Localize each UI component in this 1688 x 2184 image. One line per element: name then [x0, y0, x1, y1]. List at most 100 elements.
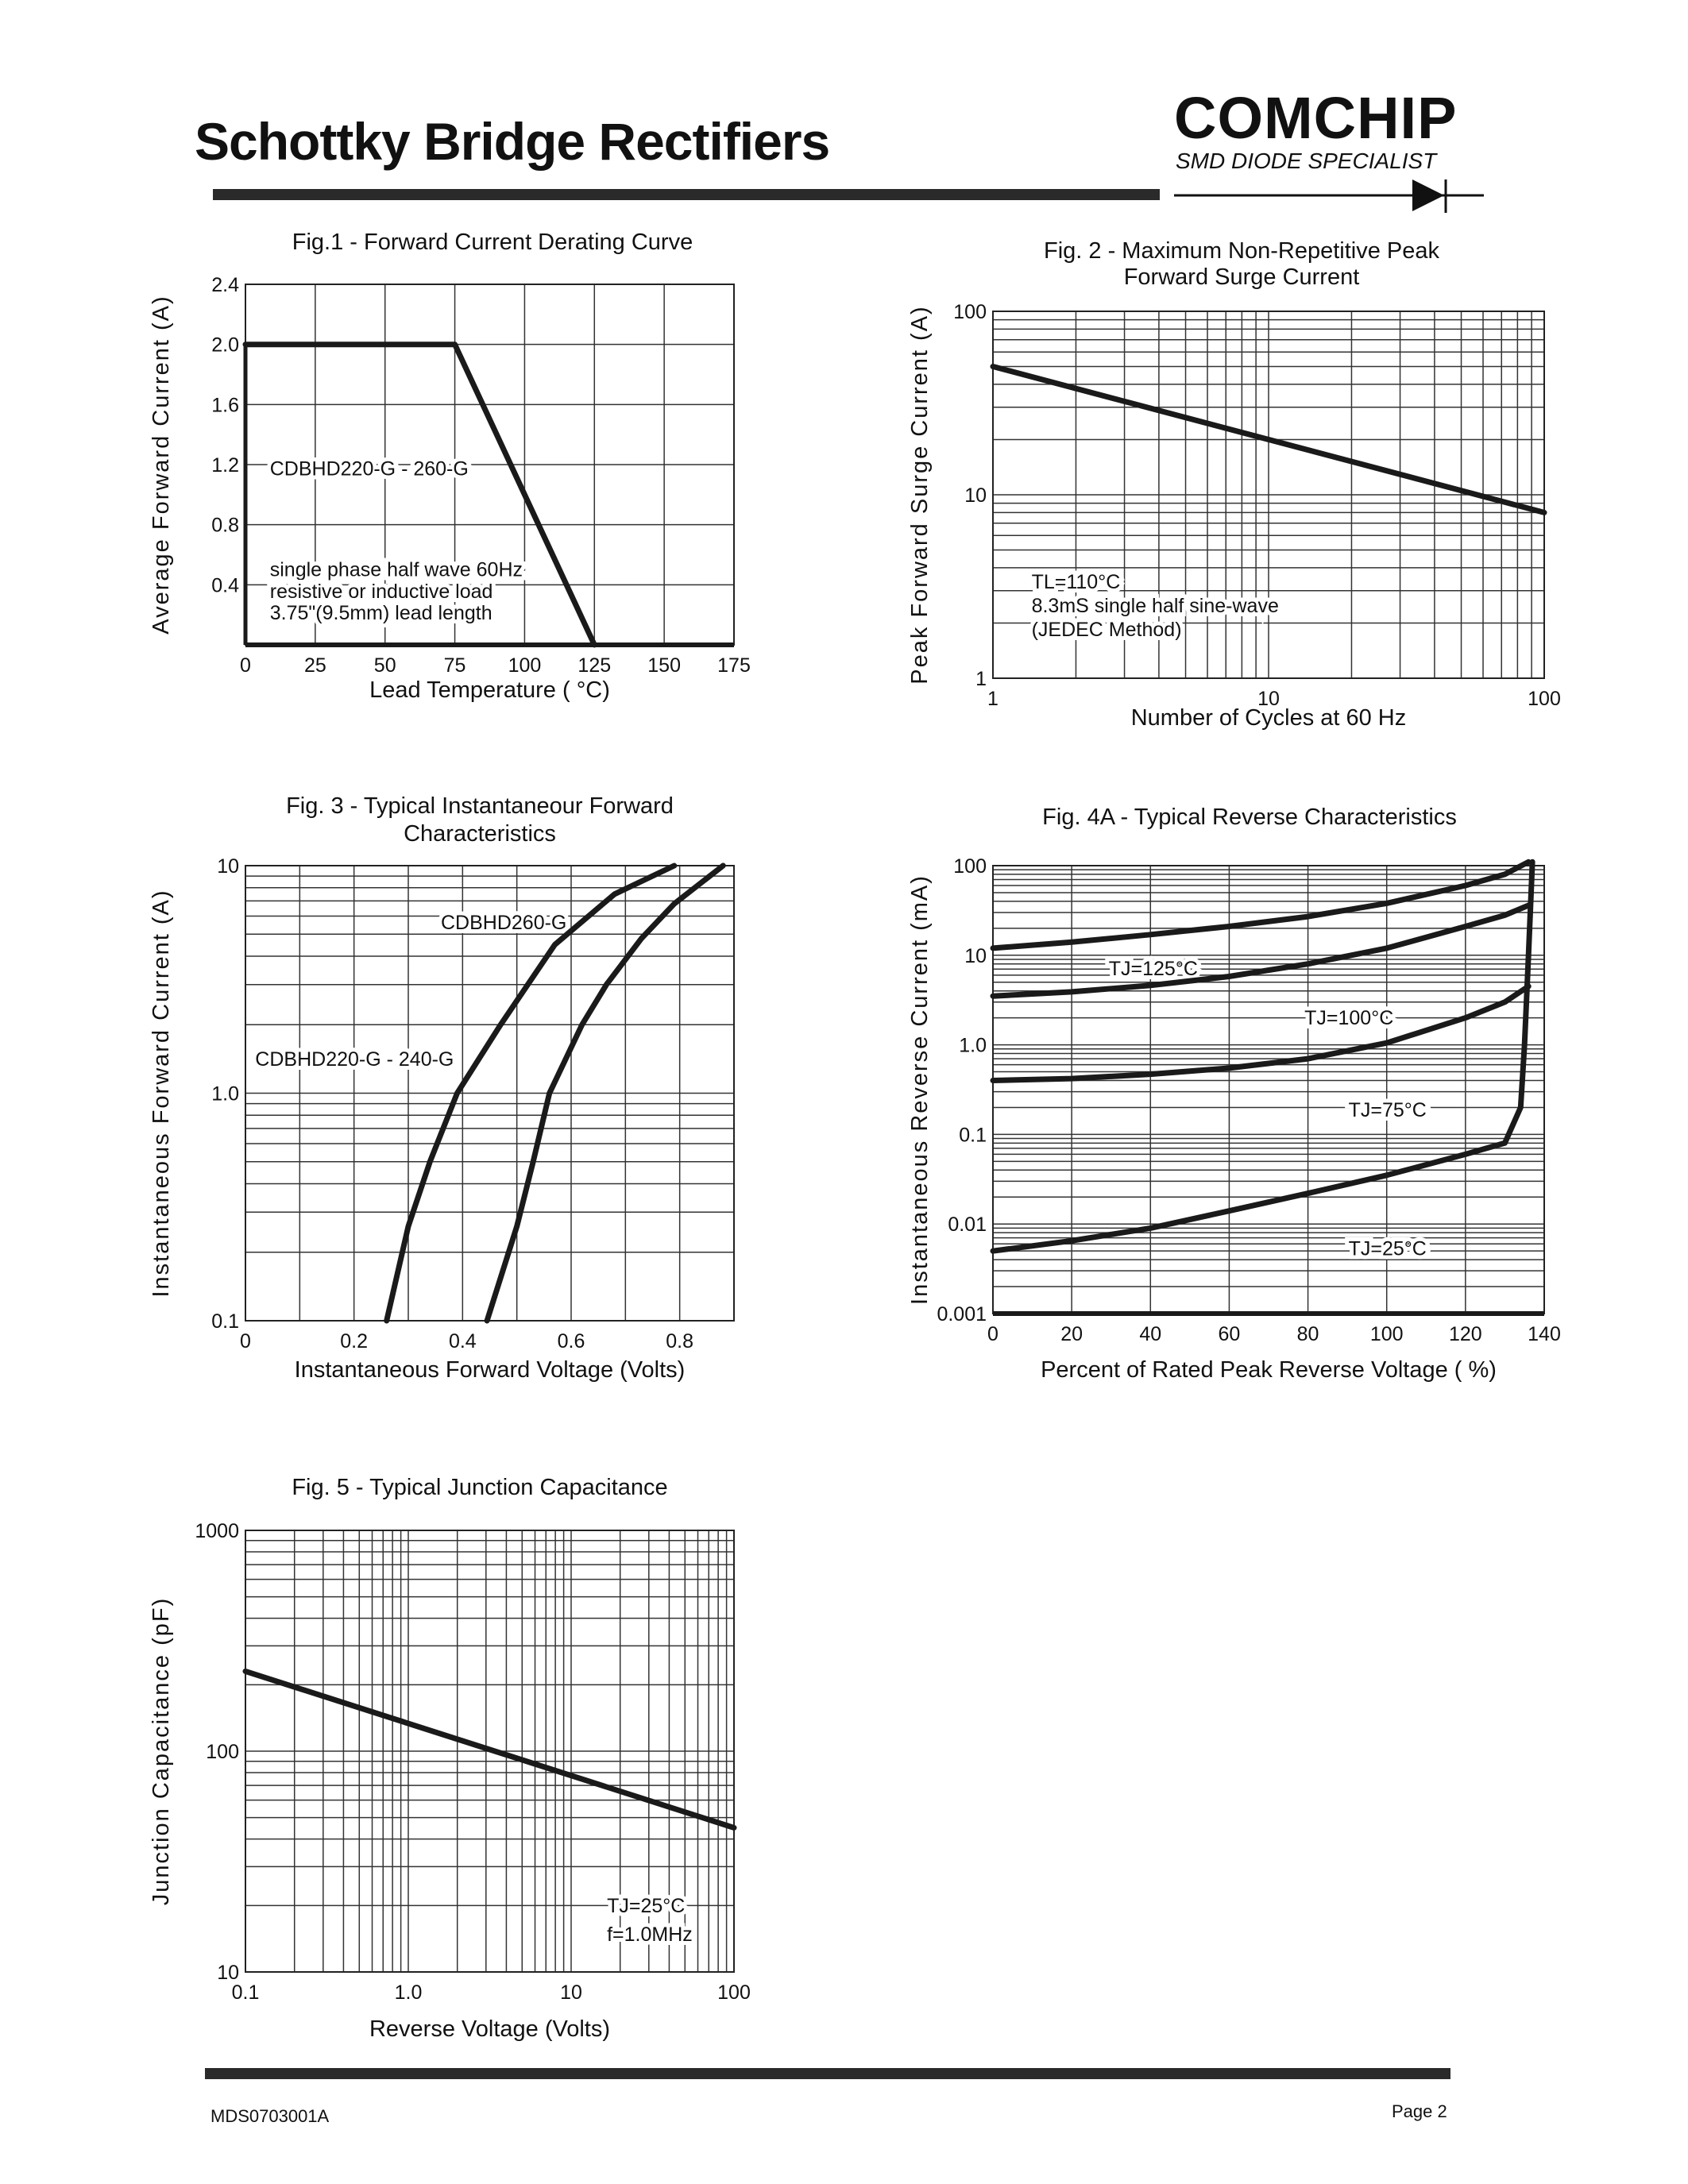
y-axis-label: Peak Forward Surge Current (A) [907, 305, 933, 684]
plot-frame [992, 311, 1545, 679]
y-axis-label: Instantaneous Forward Current (A) [149, 889, 174, 1297]
chart-title: Characteristics [404, 821, 556, 847]
chart-title: Fig. 4A - Typical Reverse Characteristic… [1042, 805, 1457, 830]
chart-annotation: CDBHD220-G - 260-G [270, 458, 469, 480]
comchip-logo: COMCHIP SMD DIODE SPECIALIST [1174, 89, 1492, 216]
x-tick-label: 1 [987, 688, 999, 710]
y-tick-label: 10 [217, 1962, 239, 1984]
y-axis-label: Instantaneous Reverse Current (mA) [907, 874, 933, 1305]
x-tick-label: 0.2 [340, 1330, 368, 1352]
title-divider [213, 189, 1160, 200]
y-tick-label: 0.1 [959, 1124, 987, 1146]
y-tick-label: 1.6 [211, 394, 239, 416]
y-tick-label: 100 [206, 1741, 239, 1763]
x-tick-label: 100 [1370, 1323, 1404, 1345]
chart-annotation: TL=110°C [1032, 571, 1121, 593]
plot-frame [992, 865, 1545, 1314]
x-axis-label: Reverse Voltage (Volts) [369, 2016, 610, 2042]
x-tick-label: 100 [717, 1981, 751, 2004]
x-tick-label: 0.4 [449, 1330, 477, 1352]
x-axis-label: Number of Cycles at 60 Hz [1131, 705, 1407, 731]
series-line-1 [242, 1668, 737, 1831]
x-tick-label: 1.0 [395, 1981, 423, 2004]
y-tick-label: 0.01 [948, 1214, 987, 1236]
x-tick-label: 75 [444, 654, 466, 677]
x-tick-label: 140 [1528, 1323, 1561, 1345]
y-tick-label: 100 [953, 855, 987, 878]
logo-name: COMCHIP [1174, 85, 1458, 151]
x-tick-label: 50 [374, 654, 396, 677]
series-line-4 [990, 859, 1535, 1254]
y-tick-label: 0.1 [211, 1310, 239, 1333]
x-tick-label: 0 [240, 1330, 251, 1352]
y-tick-label: 2.4 [211, 274, 239, 296]
y-axis-label: Junction Capacitance (pF) [149, 1597, 174, 1906]
y-tick-label: 0.4 [211, 574, 239, 596]
page-title: Schottky Bridge Rectifiers [195, 112, 830, 171]
x-tick-label: 20 [1060, 1323, 1083, 1345]
series-line-2 [484, 862, 726, 1324]
chart-title: Forward Surge Current [1124, 264, 1360, 290]
x-tick-label: 0.8 [666, 1330, 693, 1352]
plot-frame [245, 1530, 735, 1973]
y-tick-label: 10 [964, 945, 987, 967]
x-tick-label: 120 [1449, 1323, 1482, 1345]
chart-annotation: single phase half wave 60Hz [270, 559, 523, 581]
y-tick-label: 1.0 [959, 1035, 987, 1057]
chart-title: Fig. 2 - Maximum Non-Repetitive Peak [1044, 238, 1439, 264]
x-tick-label: 0.6 [558, 1330, 585, 1352]
chart-annotation: f=1.0MHz [607, 1924, 693, 1946]
chart-annotation: resistive or inductive load [270, 581, 493, 603]
document-code: MDS0703001A [211, 2106, 330, 2126]
x-tick-label: 60 [1219, 1323, 1241, 1345]
y-axis-label: Average Forward Current (A) [149, 295, 174, 634]
chart-title: Fig. 3 - Typical Instantaneour Forward [286, 793, 674, 819]
x-tick-label: 10 [1257, 688, 1280, 710]
x-tick-label: 40 [1139, 1323, 1161, 1345]
chart-annotation: TJ=25°C [607, 1895, 685, 1917]
x-tick-label: 0 [240, 654, 251, 677]
x-tick-label: 125 [577, 654, 611, 677]
chart-annotation: 3.75"(9.5mm) lead length [270, 602, 492, 624]
chart-title: Fig.1 - Forward Current Derating Curve [292, 230, 693, 255]
chart-annotation: TJ=25°C [1349, 1238, 1427, 1260]
y-tick-label: 0.8 [211, 515, 239, 537]
y-tick-label: 0.001 [937, 1303, 987, 1325]
x-tick-label: 100 [1528, 688, 1561, 710]
y-tick-label: 10 [217, 855, 239, 878]
y-tick-label: 2.0 [211, 334, 239, 357]
series-line-1 [990, 364, 1547, 515]
chart-title: Fig. 5 - Typical Junction Capacitance [292, 1475, 667, 1500]
y-tick-label: 1000 [195, 1520, 239, 1542]
y-tick-label: 1 [975, 668, 987, 690]
y-tick-label: 1.2 [211, 454, 239, 477]
y-tick-label: 1.0 [211, 1083, 239, 1106]
chart-fig-5: TJ=25°C f=1.0MHz 0.1 1.0 10 100 10 100 1000 Fig. … [149, 1475, 751, 2042]
chart-fig-4: TJ=125°C TJ=100°C TJ=75°C TJ=25°C 0 20 40 60 80 1… [907, 805, 1561, 1383]
chart-fig-1: CDBHD220-G - 260-G single phase half wave… [149, 230, 751, 703]
chart-annotation: (JEDEC Method) [1032, 619, 1182, 641]
x-axis-label: Percent of Rated Peak Reverse Voltage ( … [1041, 1357, 1497, 1383]
chart-annotation: 8.3mS single half sine-wave [1032, 595, 1279, 617]
chart-annotation: CDBHD220-G - 240-G [255, 1048, 454, 1071]
chart-annotation: TJ=125°C [1109, 958, 1198, 980]
series-line-2 [990, 902, 1532, 999]
series-line-1 [384, 862, 678, 1324]
x-axis-label: Instantaneous Forward Voltage (Volts) [295, 1357, 686, 1383]
chart-annotation: CDBHD260-G [441, 912, 566, 934]
x-tick-label: 10 [560, 1981, 582, 2004]
chart-annotation: TJ=75°C [1349, 1099, 1427, 1121]
x-tick-label: 0 [987, 1323, 999, 1345]
x-tick-label: 0.1 [232, 1981, 260, 2004]
x-tick-label: 175 [717, 654, 751, 677]
chart-annotation: TJ=100°C [1304, 1007, 1393, 1029]
series-line-1 [990, 859, 1532, 951]
chart-fig-3: CDBHD260-G CDBHD220-G - 240-G 0 0.2 0.4 0.6 0.… [149, 793, 735, 1383]
x-tick-label: 100 [508, 654, 542, 677]
x-tick-label: 25 [304, 654, 326, 677]
x-tick-label: 80 [1297, 1323, 1319, 1345]
series-line-1 [242, 341, 597, 648]
series-line-3 [990, 983, 1532, 1083]
diode-symbol-icon [1174, 179, 1484, 213]
